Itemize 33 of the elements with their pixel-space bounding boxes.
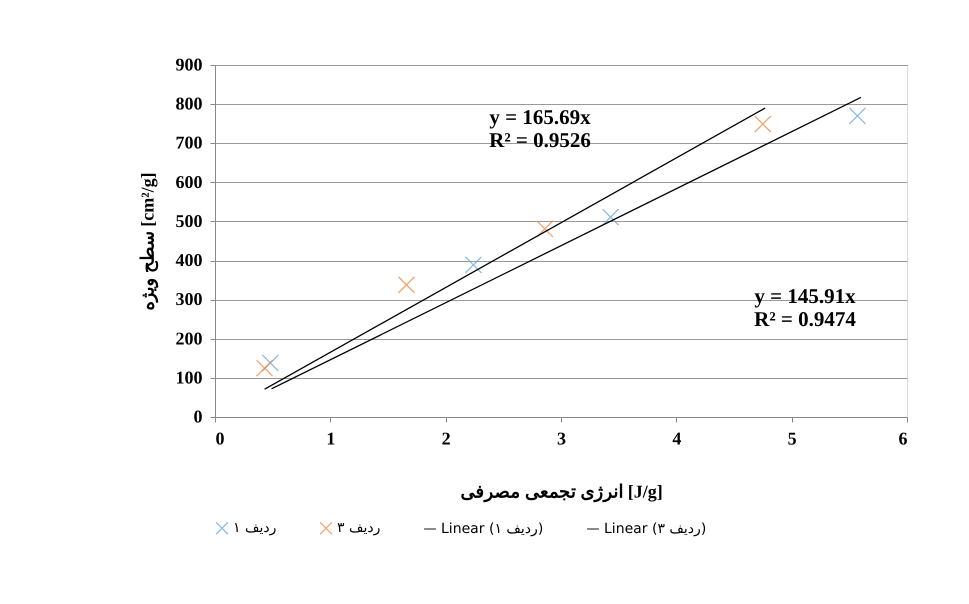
point — [398, 276, 416, 294]
annotation: y = 165.69x R² = 0.9526 — [489, 105, 592, 152]
y-tick-label: 700 — [176, 132, 202, 153]
y-axis-title: سطح ویژه [cm²/g] — [138, 172, 158, 311]
x-tick-label: 6 — [898, 428, 908, 448]
y-tick-label: 400 — [176, 250, 202, 270]
annotation: y = 145.91x R² = 0.9474 — [754, 284, 856, 331]
point — [602, 208, 620, 226]
x-tick-label: 4 — [672, 428, 682, 448]
x-tick-label: 1 — [326, 428, 336, 448]
legend-label: Linear (ردیف ۱) — [441, 521, 544, 537]
point — [754, 115, 772, 133]
point — [848, 107, 866, 125]
point — [262, 354, 280, 372]
x-tick-label: 3 — [557, 428, 566, 448]
y-tick-label: 300 — [176, 289, 202, 310]
x-axis-title: انرژی تجمعی مصرفی [J/g] — [460, 482, 663, 502]
point — [464, 256, 482, 274]
point — [256, 359, 274, 377]
legend-label: ردیف ۱ — [233, 520, 276, 536]
point — [536, 220, 554, 238]
y-tick-label: 500 — [176, 210, 202, 231]
y-tick-label: 200 — [176, 328, 202, 348]
y-tick-label: 900 — [176, 54, 202, 74]
y-tick-label: 100 — [176, 367, 202, 388]
legend-label: Linear (ردیف ۳) — [604, 521, 706, 537]
legend-label: ردیف ۳ — [337, 520, 380, 536]
y-tick-label: 0 — [194, 406, 202, 426]
x-tick-label: 0 — [216, 428, 224, 448]
x-tick-label: 2 — [442, 428, 451, 448]
x-tick-label: 5 — [788, 428, 797, 448]
y-tick-label: 800 — [176, 94, 202, 114]
y-tick-label: 600 — [176, 172, 202, 192]
